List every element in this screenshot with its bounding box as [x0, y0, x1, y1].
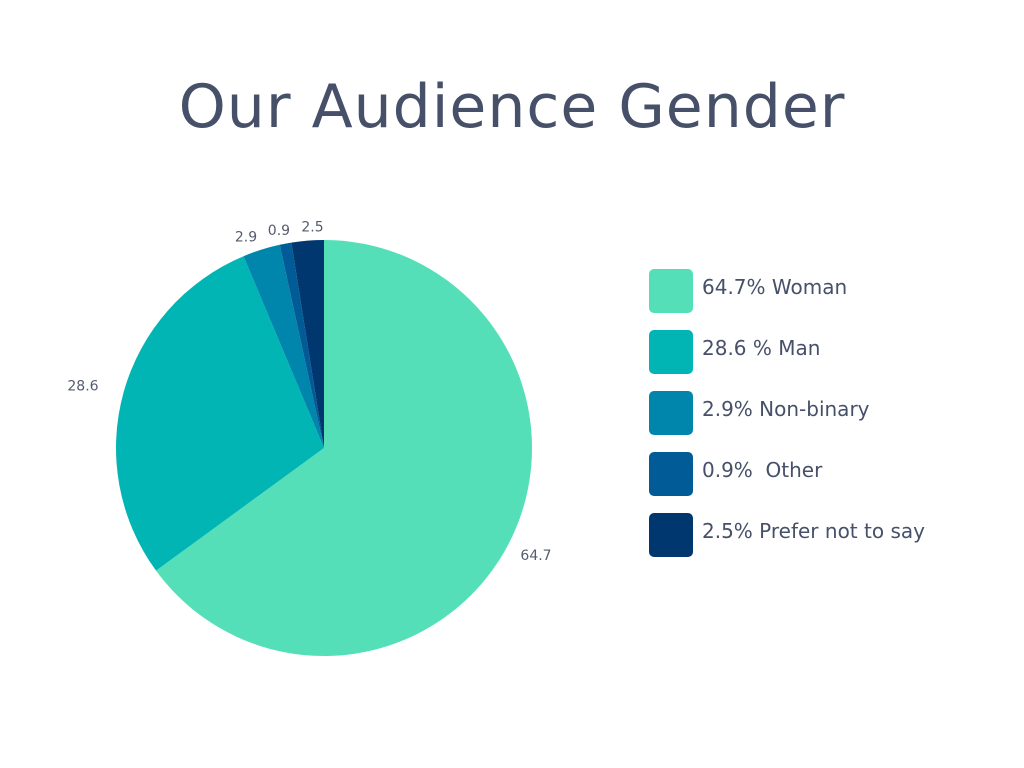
legend-item: 2.5% Prefer not to say: [649, 513, 989, 559]
legend-label: 28.6 % Man: [702, 336, 821, 360]
legend-label: 2.9% Non-binary: [702, 397, 870, 421]
pie-slice: [279, 242, 324, 448]
legend-item: 0.9% Other: [649, 452, 989, 498]
slice-value-label: 0.9: [268, 223, 290, 239]
legend-label: 0.9% Other: [702, 458, 823, 482]
pie-slice: [291, 240, 324, 448]
chart-title: Our Audience Gender: [178, 72, 846, 142]
legend-item: 64.7% Woman: [649, 269, 989, 315]
legend-swatch: [649, 513, 693, 557]
legend-swatch: [649, 269, 693, 313]
slice-value-label: 2.5: [301, 220, 323, 236]
legend-label: 2.5% Prefer not to say: [702, 519, 925, 543]
pie-slice: [115, 256, 324, 571]
pie-slice: [156, 240, 532, 656]
legend-label: 64.7% Woman: [702, 275, 848, 299]
slice-value-label: 28.6: [67, 378, 98, 394]
legend-swatch: [649, 452, 693, 496]
legend-item: 2.9% Non-binary: [649, 391, 989, 437]
pie-slice: [243, 244, 324, 448]
legend-swatch: [649, 330, 693, 374]
slice-value-label: 2.9: [235, 229, 257, 245]
slice-value-label: 64.7: [520, 548, 551, 564]
legend-item: 28.6 % Man: [649, 330, 989, 376]
legend-swatch: [649, 391, 693, 435]
